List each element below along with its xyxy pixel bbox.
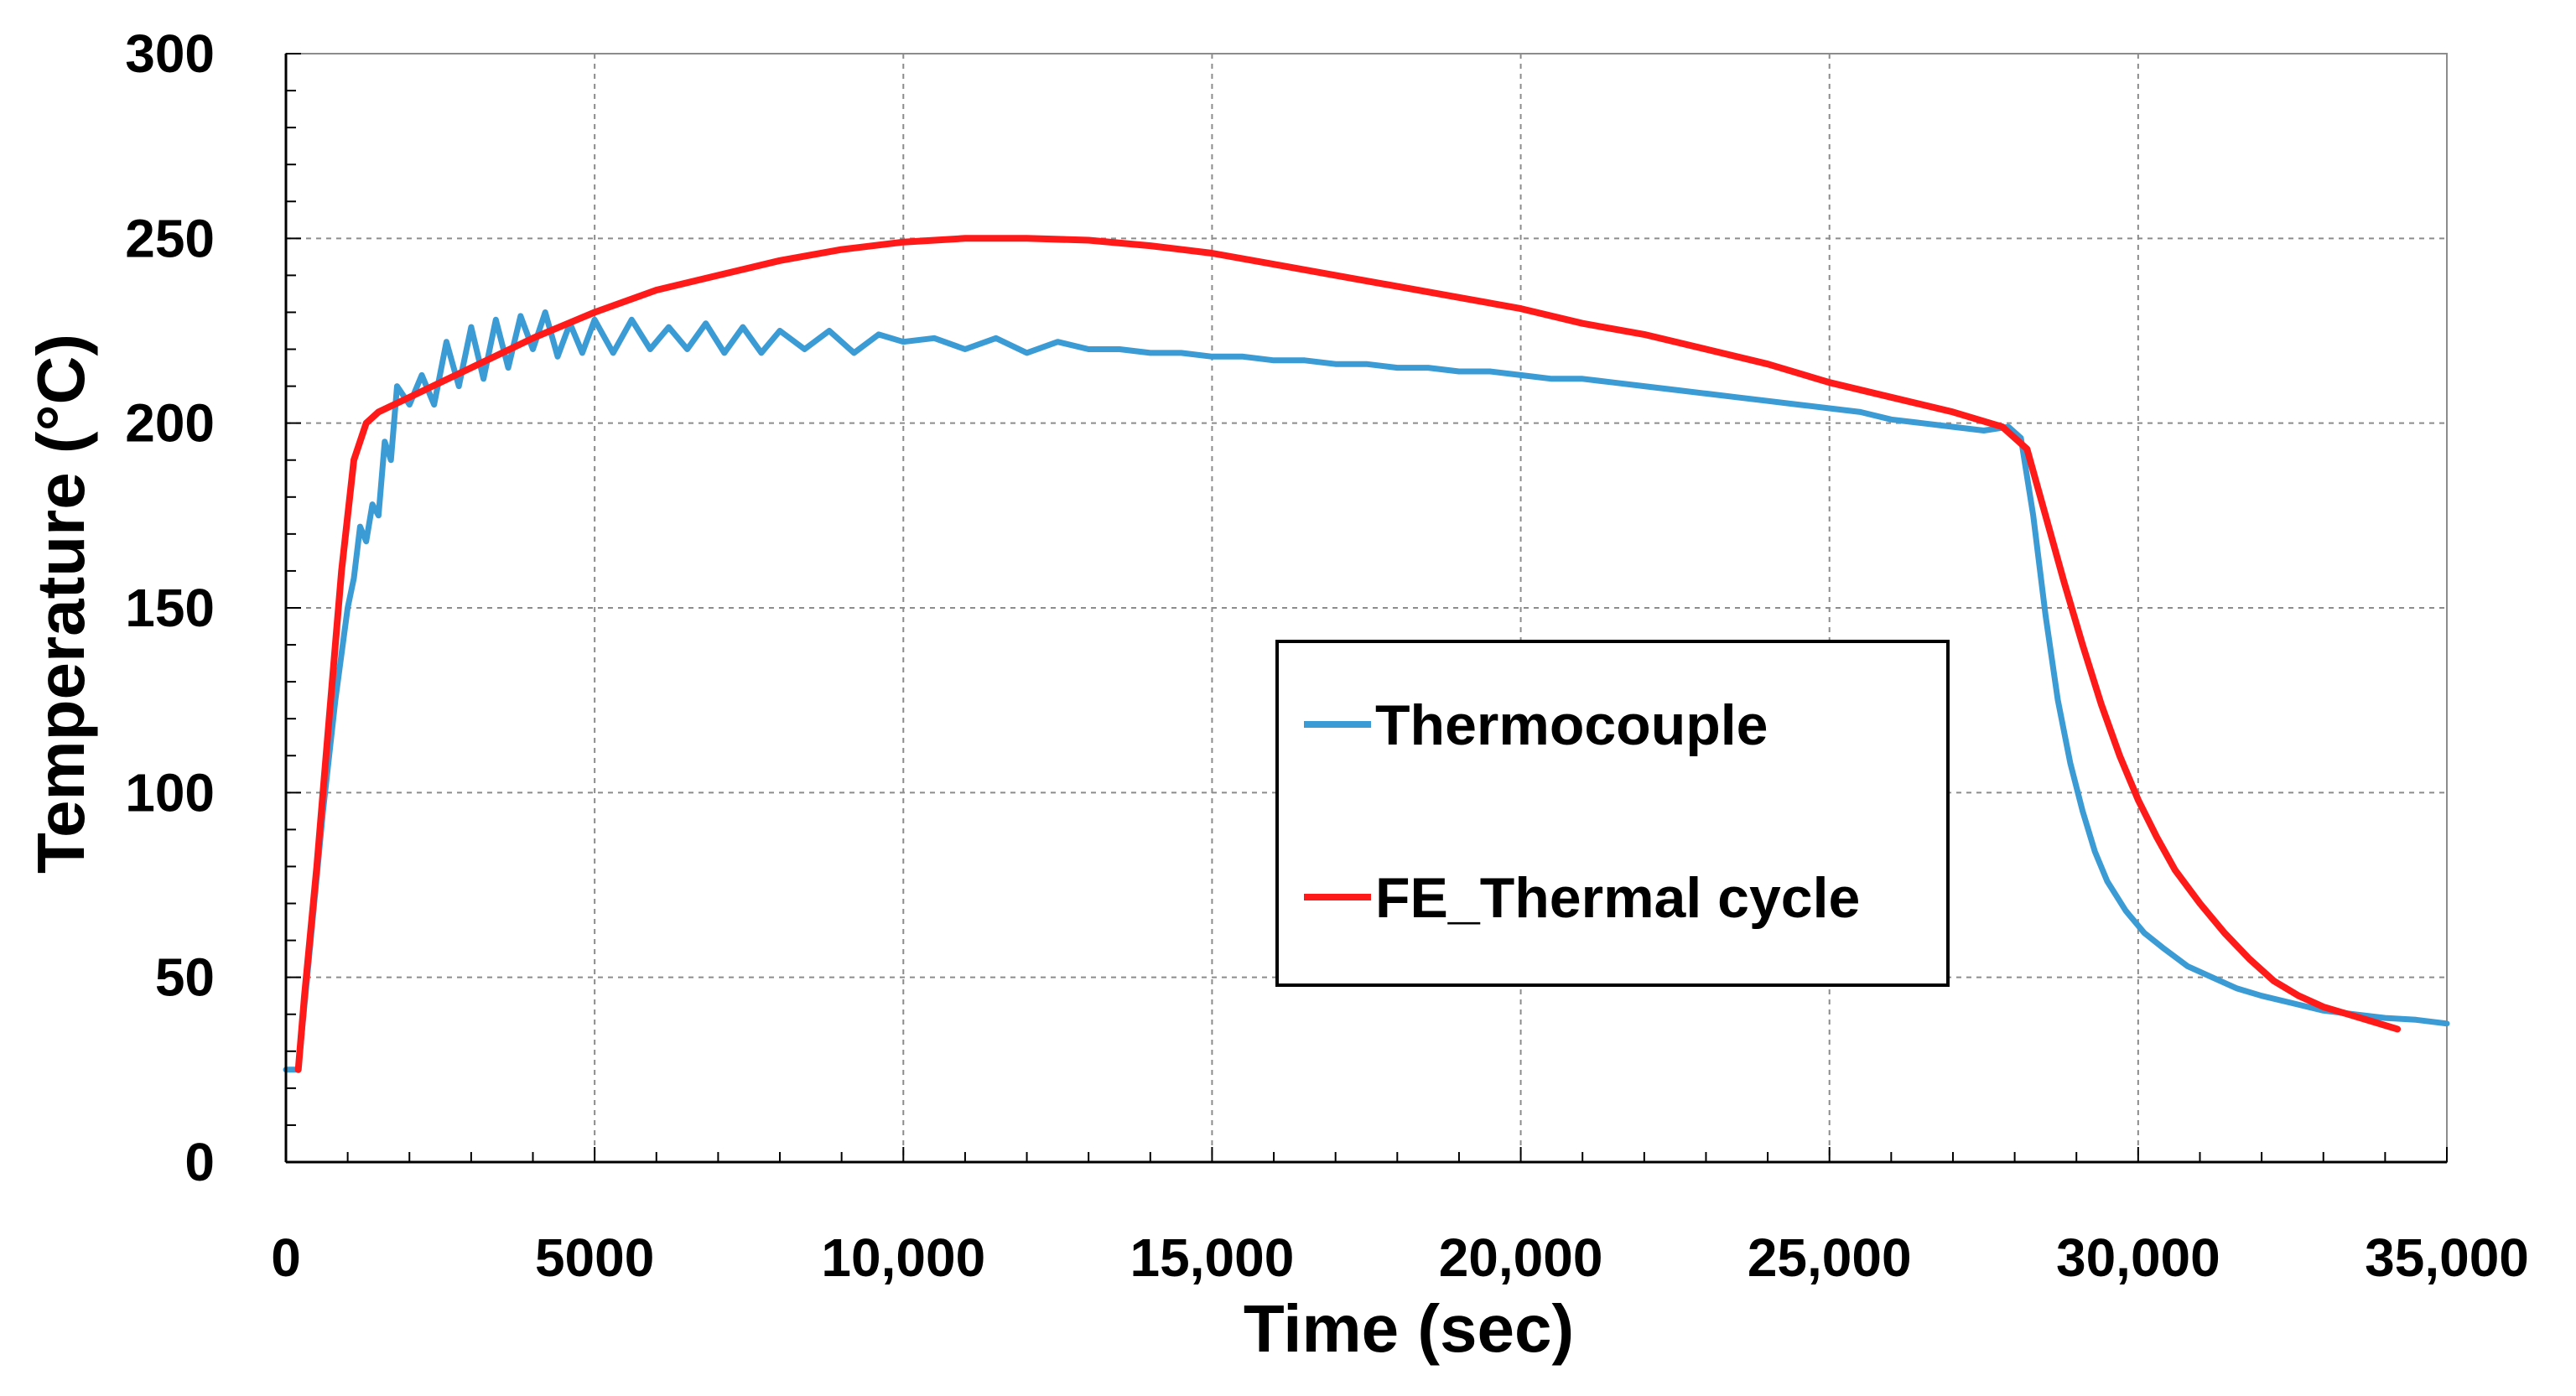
x-tick-label: 10,000 (821, 1227, 985, 1288)
x-tick-label: 30,000 (2056, 1227, 2220, 1288)
y-axis-title: Temperature (°C) (23, 334, 98, 874)
y-tick-label: 0 (184, 1132, 215, 1192)
y-tick-label: 100 (125, 762, 215, 823)
x-axis-title: Time (sec) (1244, 1291, 1574, 1366)
x-tick-label: 15,000 (1130, 1227, 1295, 1288)
legend-label-thermocouple: Thermocouple (1375, 693, 1768, 757)
legend-label-fe-thermal-cycle: FE_Thermal cycle (1375, 866, 1860, 930)
y-tick-labels: 0 50 100 150 200 250 300 (125, 23, 215, 1192)
y-tick-label: 50 (155, 947, 215, 1008)
legend-box (1275, 640, 1950, 987)
x-tick-label: 5000 (535, 1227, 654, 1288)
x-tick-labels: 0 5000 10,000 15,000 20,000 25,000 30,000 35,00… (271, 1227, 2529, 1288)
legend: Thermocouple FE_Thermal cycle (1275, 640, 1950, 987)
y-tick-label: 200 (125, 393, 215, 454)
x-tick-label: 25,000 (1748, 1227, 1912, 1288)
y-tick-label: 150 (125, 578, 215, 638)
series-line-fe-thermal-cycle (294, 235, 2402, 1073)
series-layer (283, 235, 2450, 1073)
series-line-thermocouple (283, 309, 2450, 1073)
x-tick-label: 0 (271, 1227, 301, 1288)
x-tick-label: 35,000 (2365, 1227, 2529, 1288)
x-tick-label: 20,000 (1439, 1227, 1603, 1288)
y-tick-label: 250 (125, 208, 215, 268)
y-tick-label: 300 (125, 23, 215, 84)
axes (284, 54, 2447, 1164)
